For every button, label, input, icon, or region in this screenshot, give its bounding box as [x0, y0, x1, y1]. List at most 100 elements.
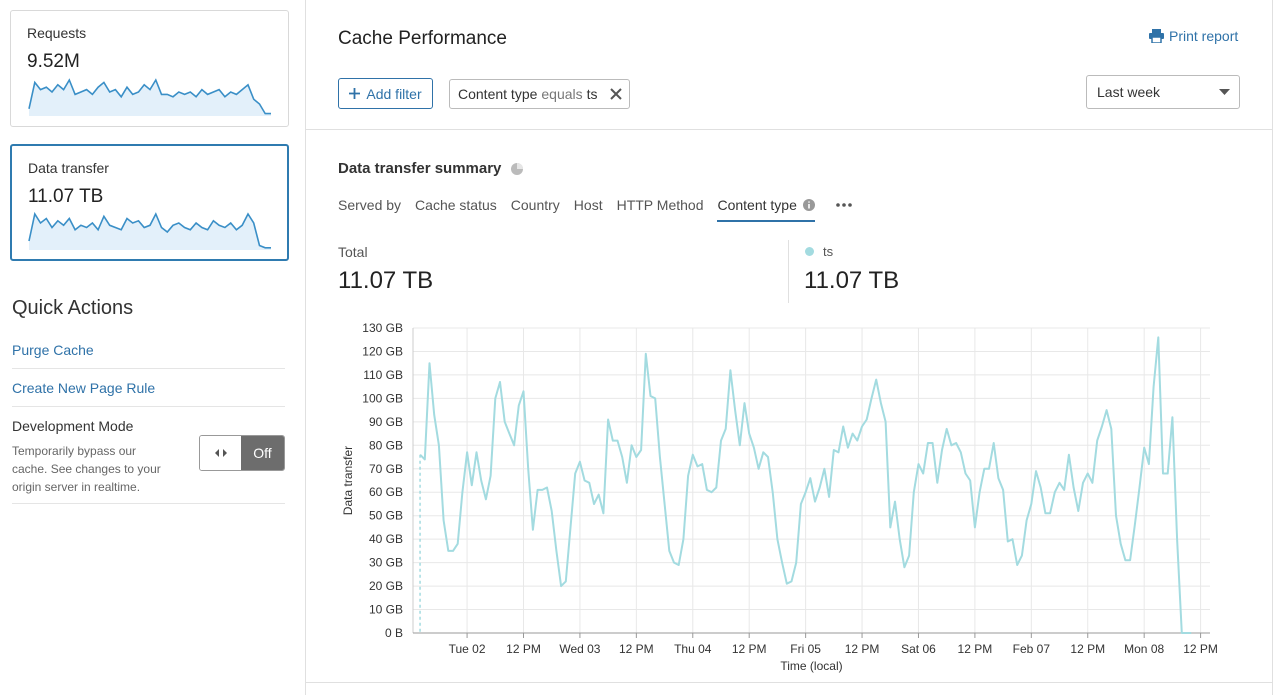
range-label: Last week	[1097, 84, 1161, 100]
card-value: 11.07 TB	[28, 186, 104, 207]
plus-icon	[349, 88, 361, 99]
dot	[848, 203, 852, 207]
separator	[12, 503, 285, 504]
y-tick-label: 80 GB	[369, 438, 403, 452]
legend-swatch	[805, 247, 814, 256]
page-rule-link[interactable]: Create New Page Rule	[12, 380, 156, 396]
x-tick-label: Wed 03	[559, 642, 600, 656]
purge-cache-link[interactable]: Purge Cache	[12, 342, 94, 358]
summary-title: Data transfer summary	[338, 160, 502, 177]
series-line	[419, 336, 1192, 634]
card-value: 9.52M	[27, 51, 80, 72]
close-icon[interactable]	[609, 88, 622, 100]
x-tick-label: Tue 02	[449, 642, 486, 656]
tab-label: Host	[573, 197, 603, 213]
total-label: Total	[338, 244, 368, 260]
dot	[842, 203, 846, 207]
x-axis-label: Time (local)	[780, 659, 842, 673]
y-tick-label: 120 GB	[362, 344, 403, 358]
x-tick-label: 12 PM	[619, 642, 654, 656]
y-tick-label: 90 GB	[369, 415, 403, 429]
y-tick-label: 70 GB	[369, 462, 403, 476]
filter-value: ts	[586, 86, 598, 102]
chart: 0 B 10 GB 20 GB 30 GB 40 GB 50 GB 60 GB 70 GB 80…	[341, 321, 1218, 673]
tab[interactable]: Content type	[717, 197, 815, 222]
y-tick-label: 0 B	[385, 626, 403, 640]
range-select[interactable]: Last week	[1086, 75, 1240, 109]
divider	[305, 0, 306, 695]
print-label: Print report	[1169, 28, 1239, 44]
summary-header: Data transfer summary	[338, 160, 524, 177]
sparkline	[28, 78, 271, 116]
caret-icon	[1219, 89, 1230, 95]
y-tick-label: 50 GB	[369, 509, 403, 523]
y-tick-label: 100 GB	[362, 391, 403, 405]
y-tick-label: 40 GB	[369, 532, 403, 546]
x-tick-label: 12 PM	[958, 642, 993, 656]
y-tick-label: 130 GB	[362, 321, 403, 335]
filter-field: Content type	[458, 86, 538, 102]
data-transfer-card[interactable]: Data transfer 11.07 TB	[10, 144, 289, 261]
card-label: Data transfer	[28, 160, 109, 176]
print-report[interactable]: Print report	[1149, 28, 1238, 44]
x-tick-label: Mon 08	[1124, 642, 1164, 656]
printer-icon	[1149, 29, 1164, 43]
tab[interactable]: Host	[574, 197, 603, 220]
info-icon	[802, 199, 815, 211]
page-title: Cache Performance	[338, 28, 507, 49]
tab-label: Cache status	[415, 197, 497, 213]
tab[interactable]: HTTP Method	[617, 197, 704, 220]
divider	[306, 129, 1272, 130]
y-tick-label: 60 GB	[369, 485, 403, 499]
tab-label: Content type	[717, 197, 797, 213]
x-tick-label: Thu 04	[674, 642, 712, 656]
x-tick-label: Fri 05	[790, 642, 821, 656]
x-tick-label: 12 PM	[732, 642, 767, 656]
toggle[interactable]: Off	[199, 435, 285, 471]
divider	[1272, 0, 1273, 695]
sparkline	[28, 211, 271, 250]
y-tick-label: 110 GB	[363, 368, 403, 382]
dev-mode-title: Development Mode	[12, 418, 134, 434]
pie-icon[interactable]	[510, 162, 524, 176]
separator	[12, 368, 285, 369]
dev-mode-description: Temporarily bypass our cache. See change…	[12, 444, 161, 494]
separator	[12, 406, 285, 407]
x-tick-label: Feb 07	[1013, 642, 1051, 656]
sparkline-area	[29, 214, 271, 250]
y-tick-label: 30 GB	[369, 556, 403, 570]
arrows-icon	[214, 449, 227, 457]
more-icon[interactable]	[835, 197, 853, 213]
add-filter-button[interactable]: Add filter	[338, 78, 433, 109]
y-axis-label: Data transfer	[341, 446, 355, 515]
x-tick-label: 12 PM	[845, 642, 880, 656]
section-title: Quick Actions	[12, 297, 134, 319]
tab-label: Country	[510, 197, 560, 213]
x-tick-label: 12 PM	[506, 642, 541, 656]
total-value: 11.07 TB	[338, 267, 434, 294]
divider	[788, 240, 789, 303]
x-tick-label: Sat 06	[901, 642, 936, 656]
tab-label: Served by	[338, 197, 402, 213]
tab[interactable]: Cache status	[415, 197, 497, 220]
divider	[306, 682, 1272, 683]
filter-operator: equals	[541, 86, 583, 102]
x-tick-label: 12 PM	[1183, 642, 1218, 656]
sparkline	[28, 211, 271, 249]
sparkline-area	[29, 80, 271, 116]
toggle-handle	[200, 436, 241, 470]
sparkline	[28, 78, 271, 115]
add-filter-label: Add filter	[366, 85, 422, 102]
legend-label: ts	[823, 244, 834, 259]
tab-label: HTTP Method	[616, 197, 704, 213]
dot	[836, 203, 840, 207]
x-tick-label: 12 PM	[1070, 642, 1105, 656]
requests-card[interactable]: Requests 9.52M	[10, 10, 289, 127]
tab[interactable]: Country	[511, 197, 560, 220]
toggle-label: Off	[241, 436, 284, 470]
legend-item[interactable]: ts	[805, 244, 833, 259]
filter-chip[interactable]: Content type equals ts	[449, 79, 630, 109]
series-value: 11.07 TB	[804, 267, 900, 294]
tab[interactable]: Served by	[338, 197, 401, 220]
